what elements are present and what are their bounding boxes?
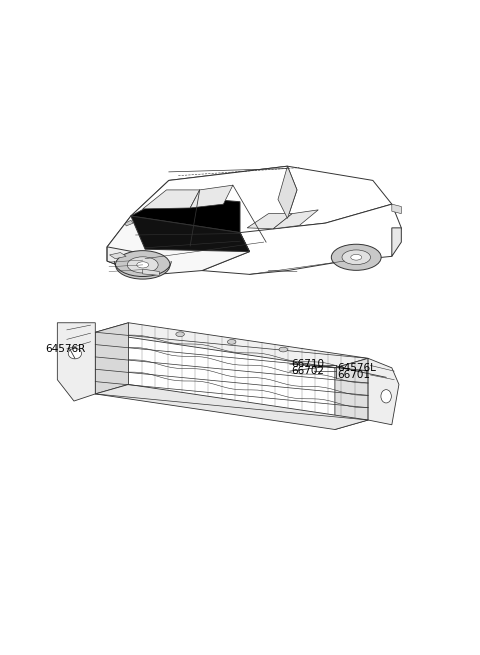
Polygon shape xyxy=(125,220,133,226)
Ellipse shape xyxy=(116,251,170,279)
Ellipse shape xyxy=(381,390,391,403)
Text: 66710: 66710 xyxy=(291,359,324,369)
Polygon shape xyxy=(131,166,392,233)
Polygon shape xyxy=(273,210,318,229)
Polygon shape xyxy=(96,323,129,394)
Text: 66701: 66701 xyxy=(337,370,370,380)
Polygon shape xyxy=(107,166,297,261)
Polygon shape xyxy=(109,253,126,259)
Ellipse shape xyxy=(228,339,236,345)
Ellipse shape xyxy=(127,257,158,273)
Polygon shape xyxy=(278,166,297,218)
Ellipse shape xyxy=(279,347,288,352)
Polygon shape xyxy=(335,358,368,430)
Text: 64576R: 64576R xyxy=(46,344,86,354)
Polygon shape xyxy=(131,216,250,252)
Polygon shape xyxy=(143,269,159,275)
Ellipse shape xyxy=(68,348,82,359)
Ellipse shape xyxy=(137,262,149,268)
Ellipse shape xyxy=(331,244,381,271)
Polygon shape xyxy=(368,358,399,424)
Polygon shape xyxy=(131,196,240,233)
Polygon shape xyxy=(190,185,233,208)
Polygon shape xyxy=(392,204,401,214)
Polygon shape xyxy=(143,190,200,209)
Text: 64576L: 64576L xyxy=(337,363,376,373)
Polygon shape xyxy=(107,216,250,275)
Ellipse shape xyxy=(176,332,184,337)
Ellipse shape xyxy=(351,254,362,260)
Polygon shape xyxy=(392,228,401,256)
Polygon shape xyxy=(202,204,401,274)
Polygon shape xyxy=(96,323,368,368)
Ellipse shape xyxy=(342,250,371,265)
Polygon shape xyxy=(107,247,145,275)
Polygon shape xyxy=(96,384,368,430)
Text: 66702: 66702 xyxy=(291,366,324,376)
Polygon shape xyxy=(247,214,292,229)
Polygon shape xyxy=(57,323,96,401)
